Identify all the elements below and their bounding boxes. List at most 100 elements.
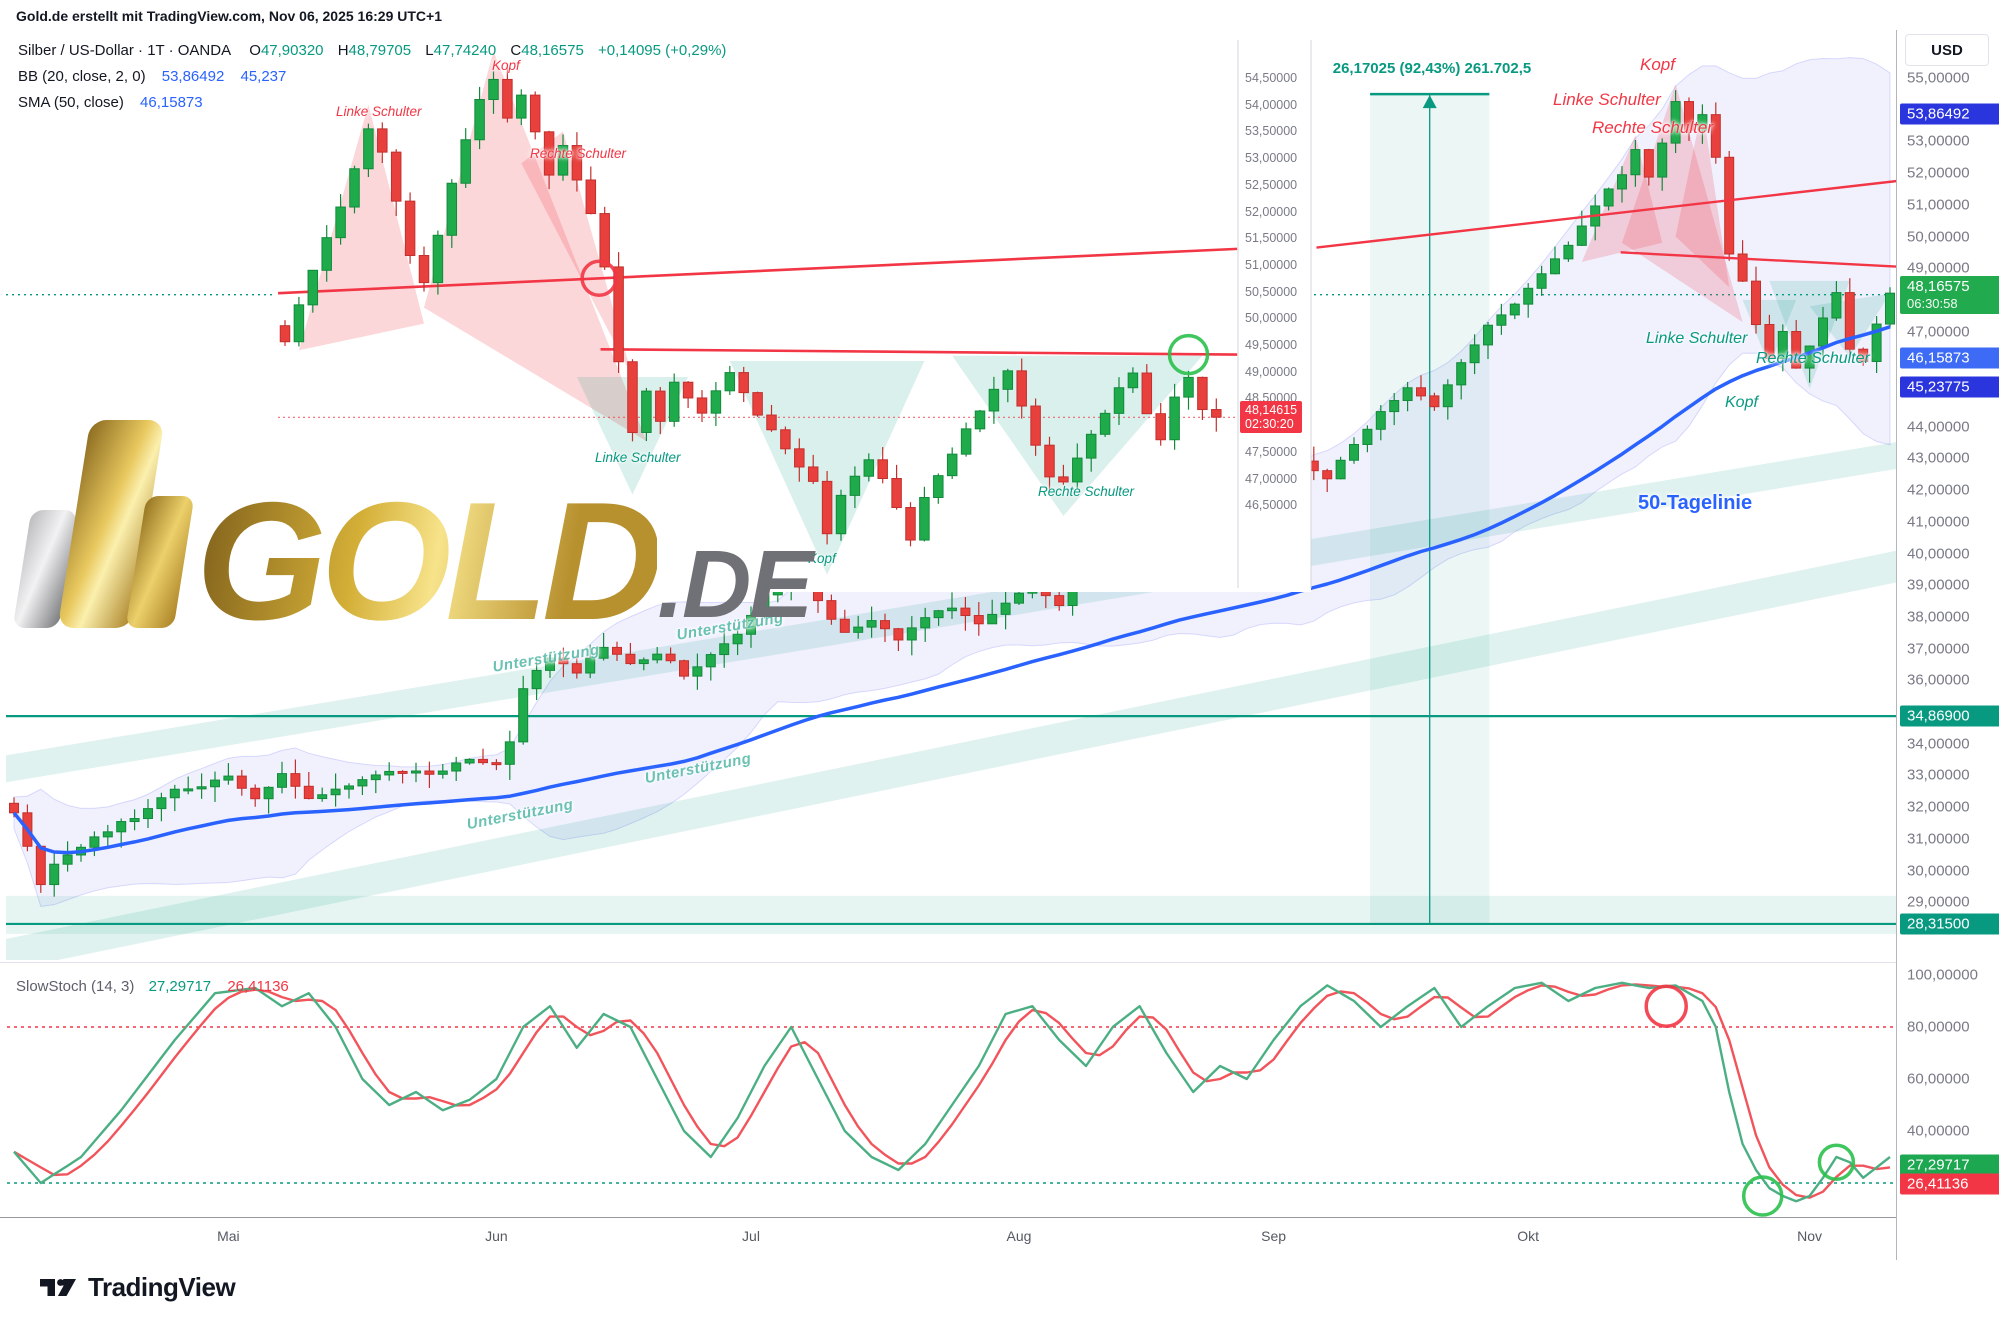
month-label-jul: Jul [742, 1228, 760, 1244]
price-tick: 52,00000 [1907, 164, 1970, 182]
inset-kopf-teal: Kopf [808, 551, 836, 566]
price-tick: 37,00000 [1907, 640, 1970, 658]
price-tick: 49,00000 [1907, 259, 1970, 277]
stoch-marker: 27,29717 [1900, 1154, 1999, 1176]
inset-price-tick: 52,00000 [1245, 204, 1298, 219]
stoch-legend[interactable]: SlowStoch (14, 3) 27,29717 26,41136 [16, 978, 289, 995]
sma-indicator-label[interactable]: SMA (50, close) [18, 94, 124, 111]
stoch-tick: 80,00000 [1907, 1018, 1970, 1036]
ohlc-change-value: +0,14095 (+0,29%) [597, 42, 727, 59]
legend-bb-row[interactable]: BB (20, close, 2, 0) 53,86492 45,237 [18, 64, 736, 90]
chart-legend: Silber / US-Dollar · 1T · OANDA O47,9032… [18, 38, 736, 116]
legend-symbol-row[interactable]: Silber / US-Dollar · 1T · OANDA O47,9032… [18, 38, 736, 64]
price-scale[interactable]: USD 55,00000 53,00000 52,00000 51,00000 50,0… [1896, 30, 1999, 1260]
watermark-gold-text: GOLD [196, 466, 663, 655]
inset-price-tick: 51,00000 [1245, 257, 1298, 272]
gold-de-watermark: GOLD .DE [12, 420, 813, 655]
footer-bar: TradingView [0, 1260, 1999, 1322]
bb-upper-value: 53,86492 [161, 68, 225, 85]
symbol-title[interactable]: Silber / US-Dollar · 1T · OANDA [18, 42, 232, 59]
price-tick: 33,00000 [1907, 766, 1970, 784]
stoch-tick: 100,00000 [1907, 966, 1978, 984]
price-tick: 43,00000 [1907, 449, 1970, 467]
inset-rechte-schulter-teal: Rechte Schulter [1038, 484, 1135, 499]
month-label-mai: Mai [217, 1228, 240, 1244]
stoch-tick: 60,00000 [1907, 1070, 1970, 1088]
price-marker: 28,31500 [1900, 913, 1999, 935]
main-rechte-schulter-red: Rechte Schulter [1592, 118, 1713, 137]
inset-price-tick: 47,00000 [1245, 471, 1298, 486]
main-kopf-red: Kopf [1640, 55, 1675, 74]
ohlc-high-letter: H [337, 42, 349, 59]
inset-price-tick: 54,00000 [1245, 97, 1298, 112]
price-tick: 53,00000 [1907, 132, 1970, 150]
currency-tab[interactable]: USD [1905, 34, 1989, 66]
pane-separator[interactable] [0, 962, 1896, 963]
inset-linke-schulter-red: Linke Schulter [336, 104, 422, 119]
ohlc-open-letter: O [249, 42, 261, 59]
inset-linke-schulter-teal: Linke Schulter [595, 450, 681, 465]
price-tick: 51,00000 [1907, 196, 1970, 214]
price-tick: 42,00000 [1907, 481, 1970, 499]
inset-price-tick: 46,50000 [1245, 498, 1298, 513]
main-linke-schulter-red: Linke Schulter [1553, 90, 1661, 109]
price-tick: 34,00000 [1907, 735, 1970, 753]
inset-price-tick: 50,50000 [1245, 284, 1298, 299]
price-tick: 41,00000 [1907, 513, 1970, 531]
bb-indicator-label[interactable]: BB (20, close, 2, 0) [18, 68, 146, 85]
price-tick: 55,00000 [1907, 69, 1970, 87]
sma-value: 46,15873 [140, 94, 203, 111]
tradingview-logo[interactable]: TradingView [38, 1272, 236, 1303]
ohlc-open-value: 47,90320 [260, 42, 324, 59]
price-tick: 32,00000 [1907, 798, 1970, 816]
inset-kopf-red: Kopf [492, 58, 520, 73]
price-tick: 29,00000 [1907, 893, 1970, 911]
inset-price-tick: 47,50000 [1245, 444, 1298, 459]
ohlc-low-letter: L [425, 42, 434, 59]
tradingview-logo-icon [40, 1278, 76, 1296]
inset-price-tick: 50,00000 [1245, 311, 1298, 326]
ohlc-high-value: 48,79705 [348, 42, 412, 59]
month-label-aug: Aug [1006, 1228, 1032, 1244]
inset-price-tick: 53,50000 [1245, 124, 1298, 139]
inset-price-tick: 51,50000 [1245, 231, 1298, 246]
price-tick: 31,00000 [1907, 830, 1970, 848]
legend-sma-row[interactable]: SMA (50, close) 46,15873 [18, 90, 736, 116]
measurement-label: 26,17025 (92,43%) 261.702,5 [1332, 60, 1532, 77]
sma50-label: 50-Tagelinie [1638, 492, 1753, 514]
price-marker: 53,86492 [1900, 103, 1999, 125]
month-label-nov: Nov [1797, 1228, 1823, 1244]
month-label-jun: Jun [485, 1228, 508, 1244]
price-tick: 50,00000 [1907, 228, 1970, 245]
stoch-d-value: 26,41136 [227, 978, 289, 995]
price-tick: 47,00000 [1907, 323, 1970, 341]
price-marker: 34,86900 [1900, 705, 1999, 727]
main-kopf-teal: Kopf [1725, 394, 1758, 411]
ohlc-low-value: 47,74240 [433, 42, 497, 59]
bb-lower-value: 45,237 [240, 68, 287, 85]
stoch-indicator-label[interactable]: SlowStoch (14, 3) [16, 978, 135, 995]
price-tick: 30,00000 [1907, 862, 1970, 879]
price-marker: 46,15873 [1900, 347, 1999, 369]
inset-price-tick: 49,00000 [1245, 364, 1298, 379]
main-rechte-schulter-teal: Rechte Schulter [1756, 350, 1870, 367]
main-linke-schulter-teal: Linke Schulter [1646, 330, 1748, 347]
ohlc-close-letter: C [510, 42, 522, 59]
inset-price-tick: 49,50000 [1245, 338, 1298, 352]
stoch-marker: 26,41136 [1900, 1173, 1999, 1195]
price-tick: 38,00000 [1907, 608, 1970, 626]
price-tick: 36,00000 [1907, 671, 1970, 689]
tradingview-logo-text: TradingView [88, 1272, 236, 1302]
stoch-k-value: 27,29717 [148, 978, 212, 995]
price-marker: 45,23775 [1900, 376, 1999, 398]
countdown-timer: 06:30:58 [1907, 295, 1958, 311]
price-tick: 39,00000 [1907, 576, 1970, 594]
stoch-tick: 40,00000 [1907, 1122, 1970, 1140]
inset-price-tick: 52,50000 [1245, 177, 1298, 192]
month-label-sep: Sep [1261, 1228, 1287, 1244]
attribution-text: Gold.de erstellt mit TradingView.com, No… [16, 8, 442, 24]
inset-price-tick: 53,00000 [1245, 151, 1298, 166]
ohlc-close-value: 48,16575 [521, 42, 584, 59]
